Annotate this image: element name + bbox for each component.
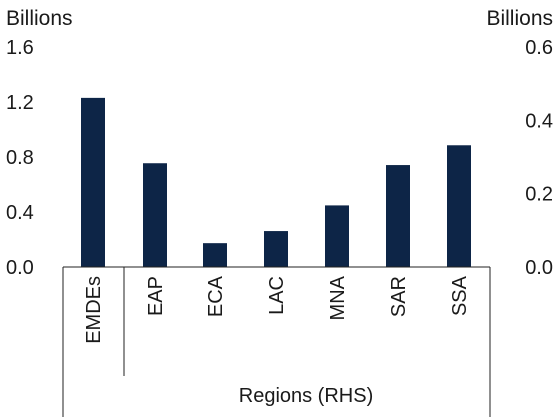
bar-eap (143, 163, 167, 267)
left-axis-ticks: 0.0 0.4 0.8 1.2 1.6 (6, 37, 34, 279)
left-tick-label: 0.4 (6, 202, 34, 224)
bar-eca (203, 243, 227, 267)
left-tick-label: 0.0 (6, 257, 34, 279)
right-tick-label: 0.6 (525, 37, 553, 59)
category-label-emdes: EMDEs (83, 276, 105, 344)
category-label-ssa: SSA (449, 275, 471, 316)
bars (81, 97, 471, 267)
bar-mna (325, 205, 349, 267)
category-label-mna: MNA (327, 275, 349, 320)
group-label-regions: Regions (RHS) (239, 385, 373, 407)
bar-sar (386, 165, 410, 267)
left-tick-label: 1.6 (6, 37, 34, 59)
right-tick-label: 0.0 (525, 257, 553, 279)
right-axis-ticks: 0.0 0.2 0.4 0.6 (525, 37, 553, 279)
bar-emdes (81, 97, 105, 267)
right-unit-label: Billions (486, 7, 553, 30)
category-labels: EMDEs EAP ECA LAC MNA SAR SSA (83, 275, 471, 343)
category-label-eca: ECA (205, 275, 227, 317)
right-tick-label: 0.4 (525, 110, 553, 132)
left-tick-label: 0.8 (6, 147, 34, 169)
bar-lac (264, 231, 288, 267)
left-tick-label: 1.2 (6, 92, 34, 114)
category-label-lac: LAC (266, 276, 288, 315)
category-label-sar: SAR (388, 276, 410, 317)
category-frame (62, 266, 491, 417)
bar-ssa (447, 145, 471, 267)
left-unit-label: Billions (6, 7, 73, 30)
right-tick-label: 0.2 (525, 184, 553, 206)
category-label-eap: EAP (145, 276, 167, 316)
